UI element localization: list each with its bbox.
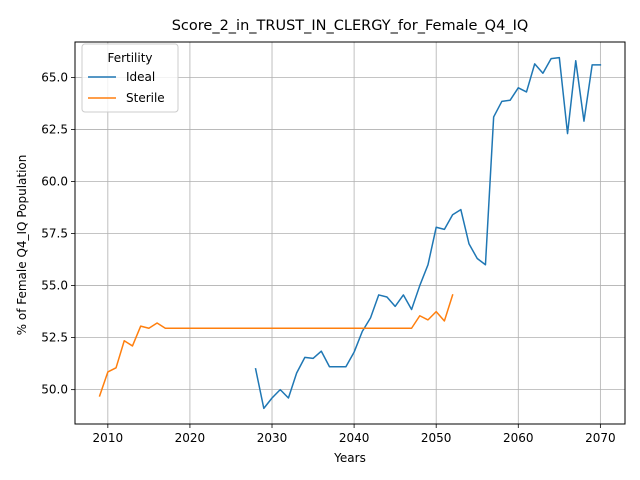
legend: Fertility Ideal Sterile [81, 43, 179, 113]
x-axis-ticks: 2010 2020 2030 2040 2050 2060 2070 [93, 424, 616, 445]
legend-box [81, 43, 179, 113]
y-tick-label: 55.0 [41, 279, 68, 293]
x-tick-label: 2040 [339, 431, 370, 445]
y-tick-label: 60.0 [41, 174, 68, 188]
y-tick-label: 65.0 [41, 70, 68, 84]
y-axis-label: % of Female Q4_IQ Population [15, 155, 29, 336]
x-tick-label: 2010 [93, 431, 124, 445]
x-axis-label: Years [333, 451, 366, 465]
legend-label-sterile: Sterile [126, 91, 165, 105]
y-tick-label: 57.5 [41, 227, 68, 241]
x-tick-label: 2030 [257, 431, 288, 445]
y-axis-ticks: 50.0 52.5 55.0 57.5 60.0 62.5 65.0 [41, 70, 75, 397]
x-tick-label: 2060 [503, 431, 534, 445]
x-tick-label: 2050 [421, 431, 452, 445]
y-tick-label: 50.0 [41, 383, 68, 397]
y-tick-label: 62.5 [41, 122, 68, 136]
x-tick-label: 2070 [585, 431, 616, 445]
series-line-ideal [254, 56, 602, 410]
legend-title: Fertility [107, 51, 152, 65]
x-tick-label: 2020 [175, 431, 206, 445]
series-lines [98, 56, 602, 410]
plot-frame [74, 41, 626, 425]
y-tick-label: 52.5 [41, 331, 68, 345]
chart-title: Score_2_in_TRUST_IN_CLERGY_for_Female_Q4… [172, 18, 529, 34]
series-line-sterile [98, 293, 454, 397]
grid-lines [75, 42, 625, 424]
legend-label-ideal: Ideal [126, 70, 155, 84]
